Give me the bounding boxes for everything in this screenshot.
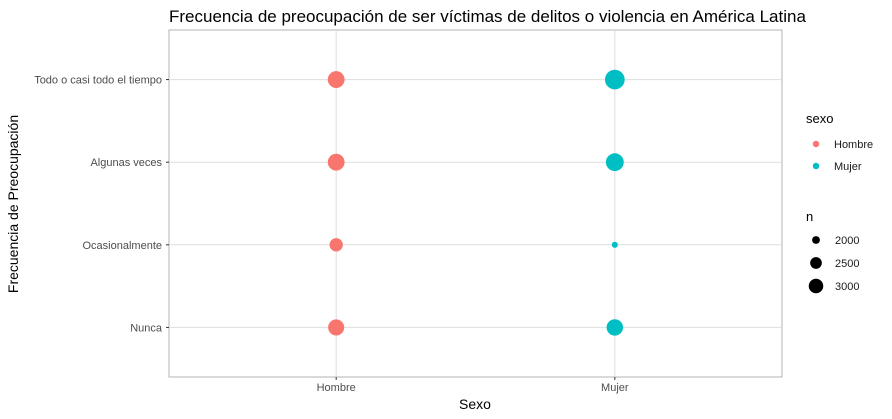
data-point [611, 241, 618, 248]
size-legend-label: 2000 [835, 235, 859, 247]
size-legend-key [812, 236, 820, 244]
data-points [327, 69, 625, 336]
size-legend-label: 3000 [835, 281, 859, 293]
size-legend: n 2000 2500 3000 [806, 209, 859, 294]
legend-label-hombre: Hombre [834, 139, 873, 151]
size-legend-key [810, 257, 822, 269]
x-axis-title: Sexo [459, 396, 491, 412]
y-tick-label: Ocasionalmente [83, 240, 163, 252]
size-legend-key [808, 278, 824, 294]
data-point [327, 153, 345, 171]
data-point [329, 238, 343, 252]
data-point [604, 69, 625, 90]
color-legend-title: sexo [806, 111, 833, 126]
data-point [328, 319, 345, 336]
data-point [605, 153, 624, 172]
legend-key-hombre [812, 140, 820, 148]
x-axis-ticks: Hombre Mujer [317, 377, 629, 394]
data-point [606, 319, 624, 336]
y-tick-label: Nunca [130, 322, 163, 334]
y-tick-label: Algunas veces [90, 157, 162, 169]
plot-panel [168, 29, 783, 378]
y-tick-label: Todo o casi todo el tiempo [34, 75, 162, 87]
y-axis-title: Frecuencia de Preocupación [5, 115, 21, 293]
size-legend-title: n [806, 209, 813, 224]
chart-title: Frecuencia de preocupación de ser víctim… [169, 7, 806, 26]
y-axis-ticks: Nunca Ocasionalmente Algunas veces Todo o c… [34, 75, 169, 334]
x-tick-label: Hombre [317, 382, 356, 394]
color-legend: sexo Hombre Mujer [806, 111, 873, 173]
x-tick-label: Mujer [601, 382, 629, 394]
size-legend-label: 2500 [835, 258, 859, 270]
legend-key-mujer [812, 162, 820, 170]
legend-label-mujer: Mujer [834, 161, 862, 173]
data-point [327, 71, 345, 88]
